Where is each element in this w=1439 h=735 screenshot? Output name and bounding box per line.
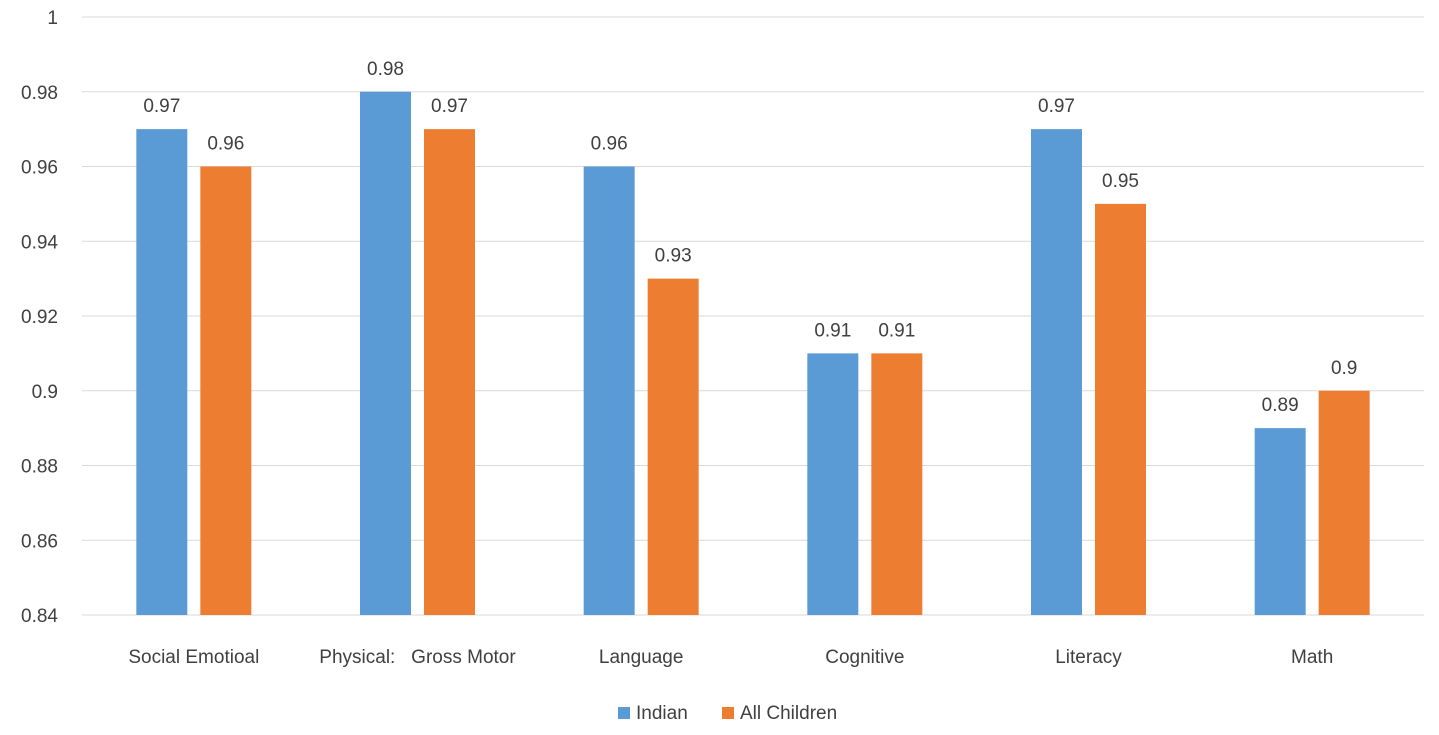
y-tick-label: 0.9 (32, 382, 58, 403)
x-category-label: Physical: Gross Motor (319, 647, 516, 668)
bar-all-children (1095, 203, 1146, 615)
data-labels: 0.97 0.96 0.98 0.97 0.96 0.93 0.91 0.91 0.97 0.95… (143, 59, 1357, 416)
bar-indian (1254, 428, 1306, 615)
y-tick-label: 0.98 (21, 83, 58, 104)
y-tick-label: 0.96 (21, 158, 58, 179)
legend-swatch (722, 707, 734, 719)
y-axis-tick-labels: 0.84 0.86 0.88 0.9 0.92 0.94 0.96 0.98 1 (21, 8, 58, 627)
bar-all-children (871, 353, 923, 615)
bar-indian (136, 129, 188, 615)
legend: Indian All Children (618, 703, 837, 724)
y-tick-label: 1 (47, 8, 58, 29)
data-label: 0.93 (655, 246, 692, 267)
data-label: 0.91 (878, 320, 915, 341)
data-label: 0.89 (1262, 395, 1299, 416)
bar-indian (583, 166, 635, 615)
y-tick-label: 0.84 (21, 606, 58, 627)
x-category-label: Math (1291, 647, 1333, 668)
data-label: 0.96 (207, 134, 244, 155)
x-axis-category-labels: Social Emotioal Physical: Gross Motor Lang… (128, 647, 1333, 668)
y-tick-label: 0.88 (21, 457, 58, 478)
bar-indian (807, 353, 859, 615)
data-label: 0.96 (591, 134, 628, 155)
legend-label: All Children (740, 703, 837, 724)
bars (136, 91, 1370, 615)
gridlines (82, 16, 1424, 616)
data-label: 0.91 (814, 320, 851, 341)
bar-all-children (647, 278, 699, 615)
x-category-label: Social Emotioal (128, 647, 259, 668)
legend-label: Indian (636, 703, 688, 724)
data-label: 0.9 (1331, 358, 1357, 379)
x-category-label: Literacy (1055, 647, 1122, 668)
bar-indian (360, 91, 411, 615)
y-tick-label: 0.94 (21, 232, 58, 253)
bar-all-children (200, 166, 252, 615)
legend-swatch (618, 707, 630, 719)
data-label: 0.98 (367, 59, 404, 80)
x-category-label: Cognitive (825, 647, 904, 668)
bar-all-children (1318, 390, 1370, 615)
bar-indian (1031, 129, 1082, 615)
data-label: 0.97 (431, 96, 468, 117)
data-label: 0.97 (143, 96, 180, 117)
y-tick-label: 0.92 (21, 307, 58, 328)
data-label: 0.95 (1102, 171, 1139, 192)
y-tick-label: 0.86 (21, 531, 58, 552)
bar-all-children (424, 129, 475, 615)
x-category-label: Language (599, 647, 684, 668)
data-label: 0.97 (1038, 96, 1075, 117)
